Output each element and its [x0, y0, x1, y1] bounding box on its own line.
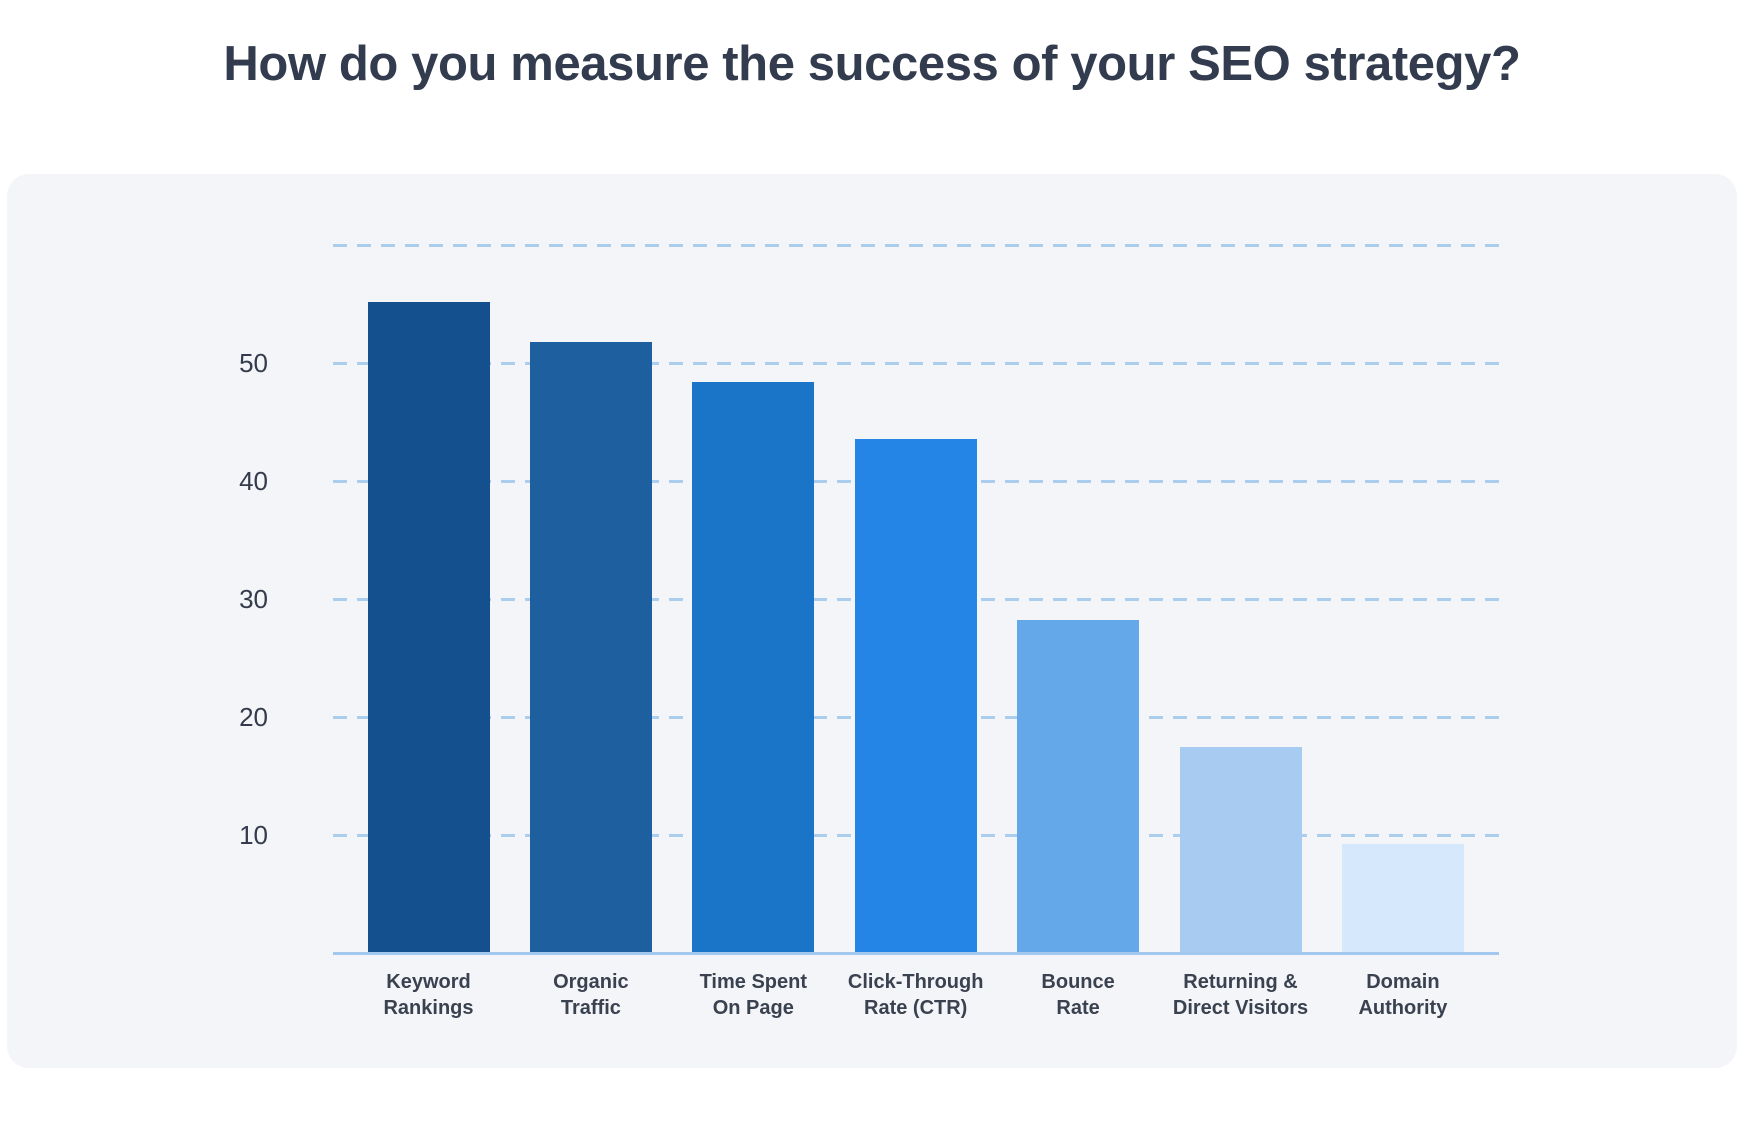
y-tick-label-10: 10 — [239, 820, 268, 850]
x-axis-label-2: Organic Traffic — [481, 969, 701, 1021]
bar-bounce-rate — [1017, 620, 1140, 953]
bar-organic-traffic — [529, 341, 652, 953]
x-axis-label-7: Domain Authority — [1293, 969, 1513, 1021]
x-axis-label-line: Returning & — [1183, 971, 1298, 993]
gridline-60 — [333, 243, 1499, 247]
bar-keyword-rankings — [367, 301, 490, 953]
bar-click-through-rate-ctr — [854, 438, 977, 953]
x-axis-label-line: Direct Visitors — [1172, 997, 1309, 1019]
chart-title: How do you measure the success of your S… — [223, 37, 1521, 91]
bar-domain-authority — [1341, 844, 1464, 953]
bar-time-spent-on-page — [692, 381, 815, 953]
x-axis-label-line: Rate — [1056, 997, 1100, 1019]
x-axis-label-6: Returning & Direct Visitors — [1131, 969, 1351, 1021]
bar-returning-direct-visitors — [1179, 746, 1302, 953]
x-axis-line — [333, 951, 1499, 955]
x-axis-label-3: Time Spent On Page — [643, 969, 863, 1021]
x-axis-label-line: Time Spent — [699, 971, 808, 993]
x-axis-label-line: Authority — [1358, 997, 1448, 1019]
x-axis-label-5: Bounce Rate — [968, 969, 1188, 1021]
y-tick-label-20: 20 — [239, 702, 268, 732]
gridline-50 — [333, 361, 1499, 365]
x-axis-label-line: Organic — [553, 971, 629, 993]
x-axis-label-line: Traffic — [560, 997, 621, 1019]
x-axis-label-1: Keyword Rankings — [319, 969, 539, 1021]
x-axis-label-line: Bounce — [1041, 971, 1115, 993]
plot-area: 10 20 30 40 50 Keyword Rankings Organic Traffic T… — [239, 243, 1499, 1019]
x-axis-label-line: Click-Through — [847, 971, 984, 993]
x-axis-label-4: Click-Through Rate (CTR) — [806, 969, 1026, 1021]
chart-panel: 10 20 30 40 50 Keyword Rankings Organic Traffic T… — [7, 174, 1737, 1068]
y-tick-label-50: 50 — [239, 348, 268, 378]
x-axis-label-line: Domain — [1366, 971, 1440, 993]
x-axis-label-line: On Page — [712, 997, 794, 1019]
x-axis-label-line: Rankings — [383, 997, 474, 1019]
y-tick-label-30: 30 — [239, 584, 268, 614]
y-tick-label-40: 40 — [239, 466, 268, 496]
x-axis-label-line: Rate (CTR) — [864, 997, 968, 1019]
x-axis-label-line: Keyword — [386, 971, 471, 993]
